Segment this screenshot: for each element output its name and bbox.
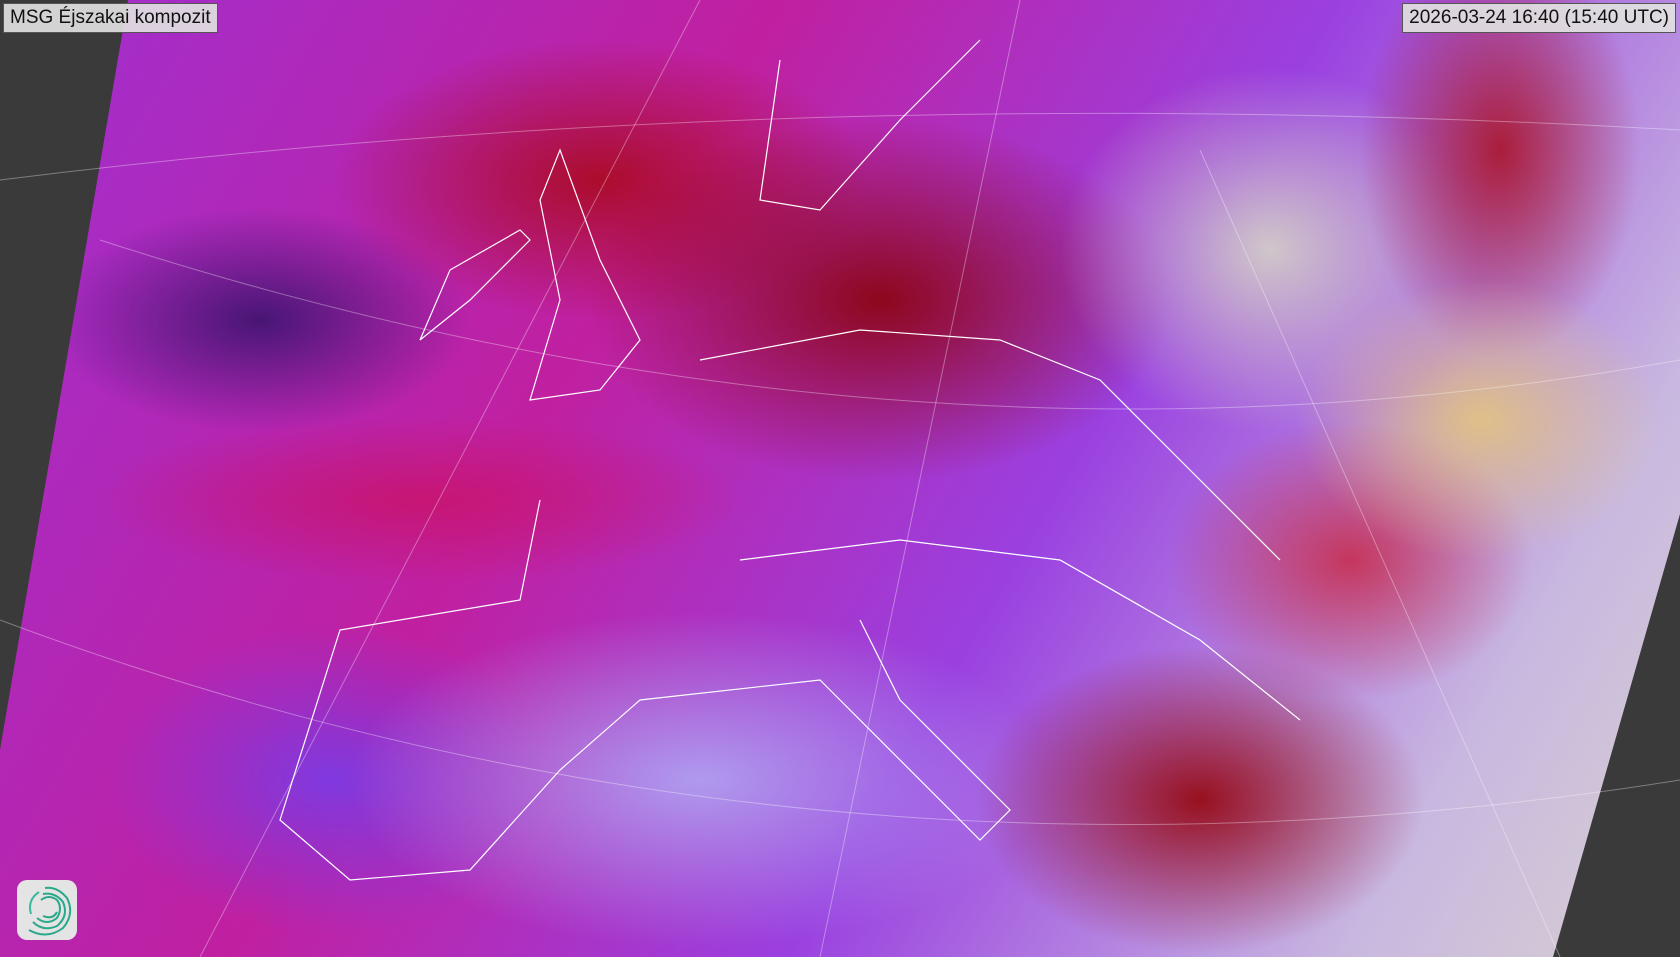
graticule-line — [1199, 149, 1561, 957]
border — [699, 329, 1281, 561]
border — [739, 539, 1301, 721]
graticule-line — [0, 619, 1680, 826]
coastline — [279, 499, 1011, 881]
graticule-line — [0, 112, 1680, 181]
graticule-line — [99, 239, 1680, 410]
coastline — [419, 229, 531, 341]
swirl-logo-icon — [17, 880, 77, 940]
graticule-line — [199, 0, 701, 957]
timestamp-label: 2026-03-24 16:40 (15:40 UTC) — [1402, 3, 1676, 33]
product-title: MSG Éjszakai kompozit — [3, 3, 218, 33]
graticule-line — [819, 0, 1021, 957]
coastline — [529, 148, 641, 401]
coastline — [759, 39, 981, 211]
